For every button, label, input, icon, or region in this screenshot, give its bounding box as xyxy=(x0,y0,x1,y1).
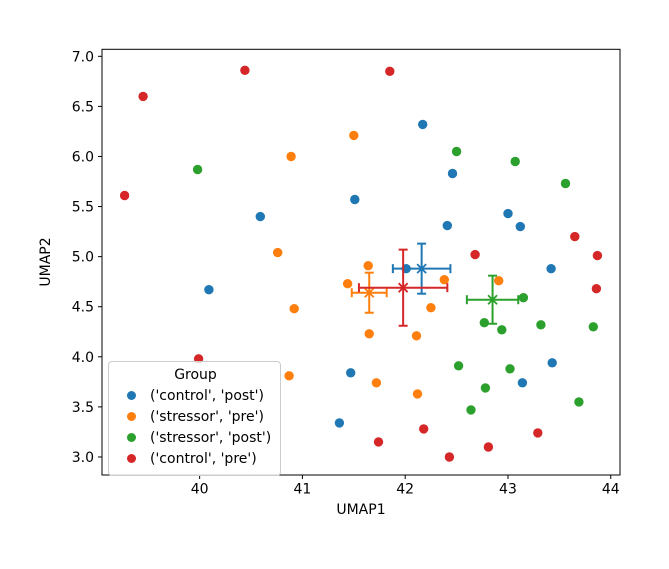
scatter-point xyxy=(342,279,353,289)
legend-marker-icon xyxy=(127,391,136,400)
centroid-x-marker xyxy=(416,263,427,274)
scatter-point xyxy=(470,249,480,260)
legend-item-control-post: ('control', 'post') xyxy=(117,385,274,406)
scatter-point xyxy=(119,190,130,201)
x-tick-label: 40 xyxy=(191,482,209,498)
scatter-point xyxy=(466,405,476,415)
scatter-point xyxy=(570,231,580,242)
legend-item-label: ('control', 'post') xyxy=(150,387,264,404)
legend-item-control-pre: ('control', 'pre') xyxy=(117,448,274,469)
scatter-point xyxy=(363,261,373,271)
x-tick-label: 41 xyxy=(294,482,312,498)
scatter-point xyxy=(442,220,452,231)
scatter-point xyxy=(426,303,436,313)
scatter-point xyxy=(289,304,299,314)
y-tick-label: 7.0 xyxy=(72,49,94,65)
y-tick-label: 4.5 xyxy=(72,300,94,316)
x-tick-label: 44 xyxy=(602,482,620,498)
x-axis-label: UMAP1 xyxy=(336,502,386,518)
scatter-point xyxy=(453,361,464,371)
scatter-point xyxy=(591,284,602,294)
scatter-point xyxy=(273,247,283,258)
scatter-point xyxy=(439,275,449,285)
scatter-point xyxy=(546,264,556,274)
legend-item-label: ('stressor', 'pre') xyxy=(150,408,264,425)
scatter-point xyxy=(515,221,525,232)
scatter-point xyxy=(480,383,491,393)
scatter-point xyxy=(192,164,203,175)
scatter-point xyxy=(364,329,374,339)
scatter-point xyxy=(451,146,462,157)
scatter-point xyxy=(497,325,507,335)
scatter-point xyxy=(385,66,395,77)
scatter-point xyxy=(510,156,520,167)
scatter-point xyxy=(255,211,265,222)
scatter-point xyxy=(334,418,345,428)
legend-title: Group xyxy=(174,367,217,383)
scatter-point xyxy=(346,368,356,378)
legend-item-stressor-pre: ('stressor', 'pre') xyxy=(117,406,274,427)
y-tick-label: 6.5 xyxy=(72,99,94,115)
centroid-x-marker xyxy=(398,282,409,293)
y-tick-label: 3.5 xyxy=(72,400,94,416)
legend-marker-icon xyxy=(127,433,136,442)
scatter-point xyxy=(349,130,359,141)
centroid-x-marker xyxy=(364,287,375,298)
x-tick-label: 43 xyxy=(499,482,517,498)
scatter-point xyxy=(536,320,546,330)
scatter-point xyxy=(533,428,543,438)
y-tick-label: 4.0 xyxy=(72,350,94,366)
y-tick-label: 6.0 xyxy=(72,149,94,165)
scatter-point xyxy=(240,65,250,76)
scatter-point xyxy=(517,378,528,388)
scatter-point xyxy=(483,442,494,452)
legend-item-stressor-post: ('stressor', 'post') xyxy=(117,427,274,448)
y-tick-label: 5.0 xyxy=(72,250,94,266)
scatter-point xyxy=(560,178,571,189)
y-tick-label: 5.5 xyxy=(72,200,94,216)
y-tick-label: 3.0 xyxy=(72,450,94,466)
x-tick-label: 42 xyxy=(396,482,414,498)
scatter-point xyxy=(592,250,603,261)
scatter-point xyxy=(505,364,515,374)
scatter-point xyxy=(518,293,529,303)
scatter-point xyxy=(412,389,423,399)
scatter-point xyxy=(494,276,504,286)
scatter-point xyxy=(447,168,458,179)
scatter-point xyxy=(574,397,584,407)
scatter-point xyxy=(588,322,598,332)
y-axis-label: UMAP2 xyxy=(38,237,54,287)
legend: Group ('control', 'post') ('stressor', '… xyxy=(108,361,281,476)
legend-marker-icon xyxy=(127,412,136,421)
centroid-x-marker xyxy=(487,294,498,305)
scatter-point xyxy=(138,91,148,102)
scatter-point xyxy=(547,358,557,368)
scatter-point xyxy=(373,437,384,447)
scatter-point xyxy=(286,151,296,162)
scatter-point xyxy=(503,208,513,219)
scatter-point xyxy=(479,318,489,328)
scatter-point xyxy=(284,371,294,381)
scatter-point xyxy=(444,452,455,462)
scatter-point xyxy=(350,194,360,205)
legend-marker-icon xyxy=(127,454,136,463)
scatter-point xyxy=(418,119,428,130)
scatter-point xyxy=(371,378,382,388)
legend-item-label: ('stressor', 'post') xyxy=(150,429,272,446)
scatter-point xyxy=(411,331,422,341)
scatter-point xyxy=(419,424,429,434)
plot-border xyxy=(101,48,621,476)
scatter-point xyxy=(204,285,214,295)
legend-item-label: ('control', 'pre') xyxy=(150,450,257,467)
